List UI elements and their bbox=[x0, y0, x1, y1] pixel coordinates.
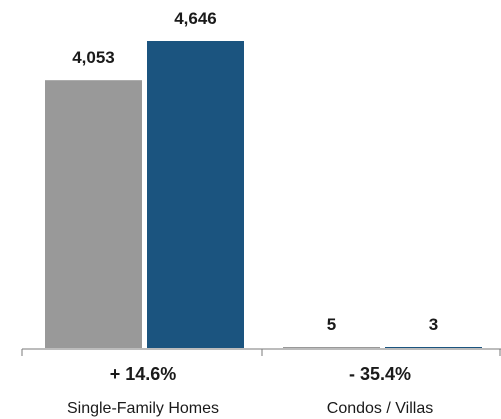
change-label-condos: - 35.4% bbox=[349, 364, 411, 384]
value-label-0-series-1: 4,646 bbox=[174, 9, 217, 28]
category-label-condos: Condos / Villas bbox=[327, 400, 433, 417]
bar-1-series-1 bbox=[385, 347, 482, 348]
value-labels-group: 4,053 4,646 5 3 bbox=[72, 9, 438, 334]
value-label-1-series-0: 5 bbox=[327, 315, 336, 334]
bars-group bbox=[45, 41, 482, 349]
bar-1-series-0 bbox=[283, 347, 380, 348]
bar-0-series-0 bbox=[45, 80, 142, 349]
bar-0-series-1 bbox=[147, 41, 244, 348]
category-label-single-family: Single-Family Homes bbox=[67, 400, 219, 417]
change-label-single-family: + 14.6% bbox=[110, 364, 177, 384]
value-label-1-series-1: 3 bbox=[429, 315, 438, 334]
value-label-0-series-0: 4,053 bbox=[72, 48, 115, 67]
